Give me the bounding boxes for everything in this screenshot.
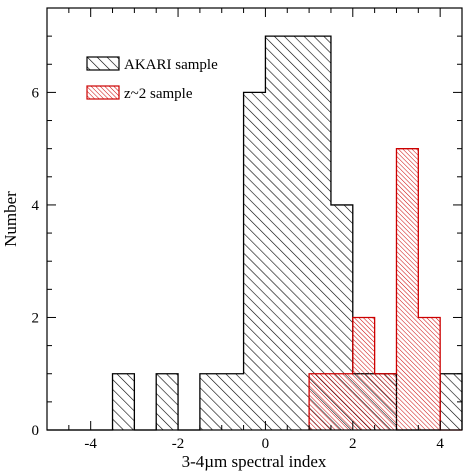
histogram-bar	[112, 373, 135, 430]
y-tick-label: 0	[32, 423, 40, 439]
histogram-bar	[374, 373, 397, 430]
legend-swatch	[86, 56, 120, 71]
histogram-bar	[352, 317, 375, 430]
legend-item: z~2 sample	[86, 85, 193, 102]
x-axis-label: 3-4µm spectral index	[182, 452, 327, 471]
histogram-bar	[418, 317, 441, 430]
legend-item: AKARI sample	[86, 56, 218, 73]
histogram-bar	[396, 148, 419, 430]
y-tick-label: 4	[32, 198, 40, 214]
histogram-bar	[440, 373, 462, 430]
y-tick-label: 6	[32, 85, 40, 101]
legend: AKARI sample z~2 sample	[86, 56, 218, 102]
x-tick-label: 2	[349, 436, 357, 452]
histogram-bar	[265, 36, 331, 431]
tick-labels: -4 -2 0 2 4 0 2 4 6	[32, 85, 445, 452]
y-tick-label: 2	[32, 310, 40, 326]
legend-label: z~2 sample	[124, 86, 193, 102]
x-tick-label: 0	[262, 436, 270, 452]
legend-label: AKARI sample	[124, 57, 218, 73]
y-axis-label: Number	[1, 191, 20, 247]
series-z2	[308, 148, 462, 431]
plot-frame	[46, 7, 463, 431]
axis-ticks	[47, 8, 463, 431]
legend-swatch	[86, 85, 120, 100]
series-layer	[47, 35, 463, 431]
x-tick-label: -4	[84, 436, 97, 452]
histogram-bar	[243, 92, 266, 431]
x-tick-label: 4	[436, 436, 444, 452]
histogram-bar	[309, 373, 353, 430]
histogram-outline	[308, 148, 462, 431]
histogram-bar	[199, 373, 244, 430]
x-tick-label: -2	[172, 436, 185, 452]
histogram-bar	[156, 373, 179, 430]
